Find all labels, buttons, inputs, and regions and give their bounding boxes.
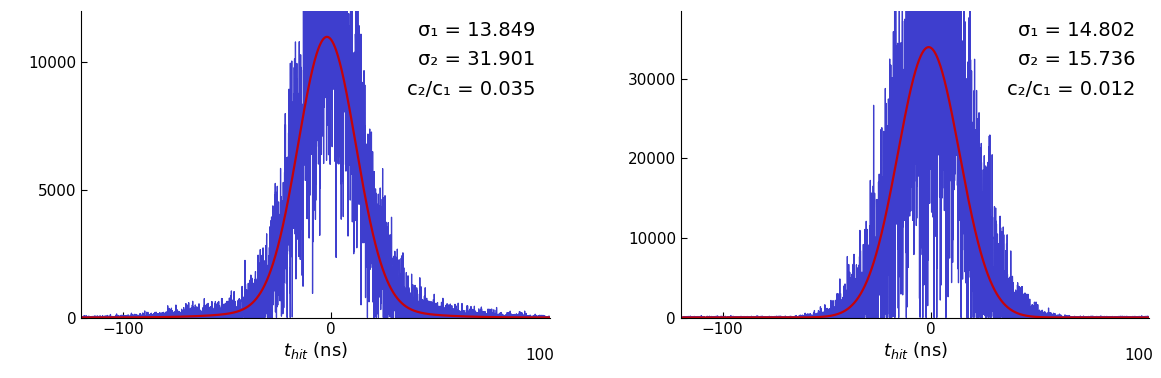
- X-axis label: $t_{hit}$ (ns): $t_{hit}$ (ns): [882, 340, 947, 361]
- X-axis label: $t_{hit}$ (ns): $t_{hit}$ (ns): [283, 340, 348, 361]
- Text: σ₁ = 13.849
σ₂ = 31.901
c₂/c₁ = 0.035: σ₁ = 13.849 σ₂ = 31.901 c₂/c₁ = 0.035: [408, 20, 535, 99]
- Text: 100: 100: [525, 348, 554, 363]
- Text: 100: 100: [1125, 348, 1153, 363]
- Text: σ₁ = 14.802
σ₂ = 15.736
c₂/c₁ = 0.012: σ₁ = 14.802 σ₂ = 15.736 c₂/c₁ = 0.012: [1007, 20, 1135, 99]
